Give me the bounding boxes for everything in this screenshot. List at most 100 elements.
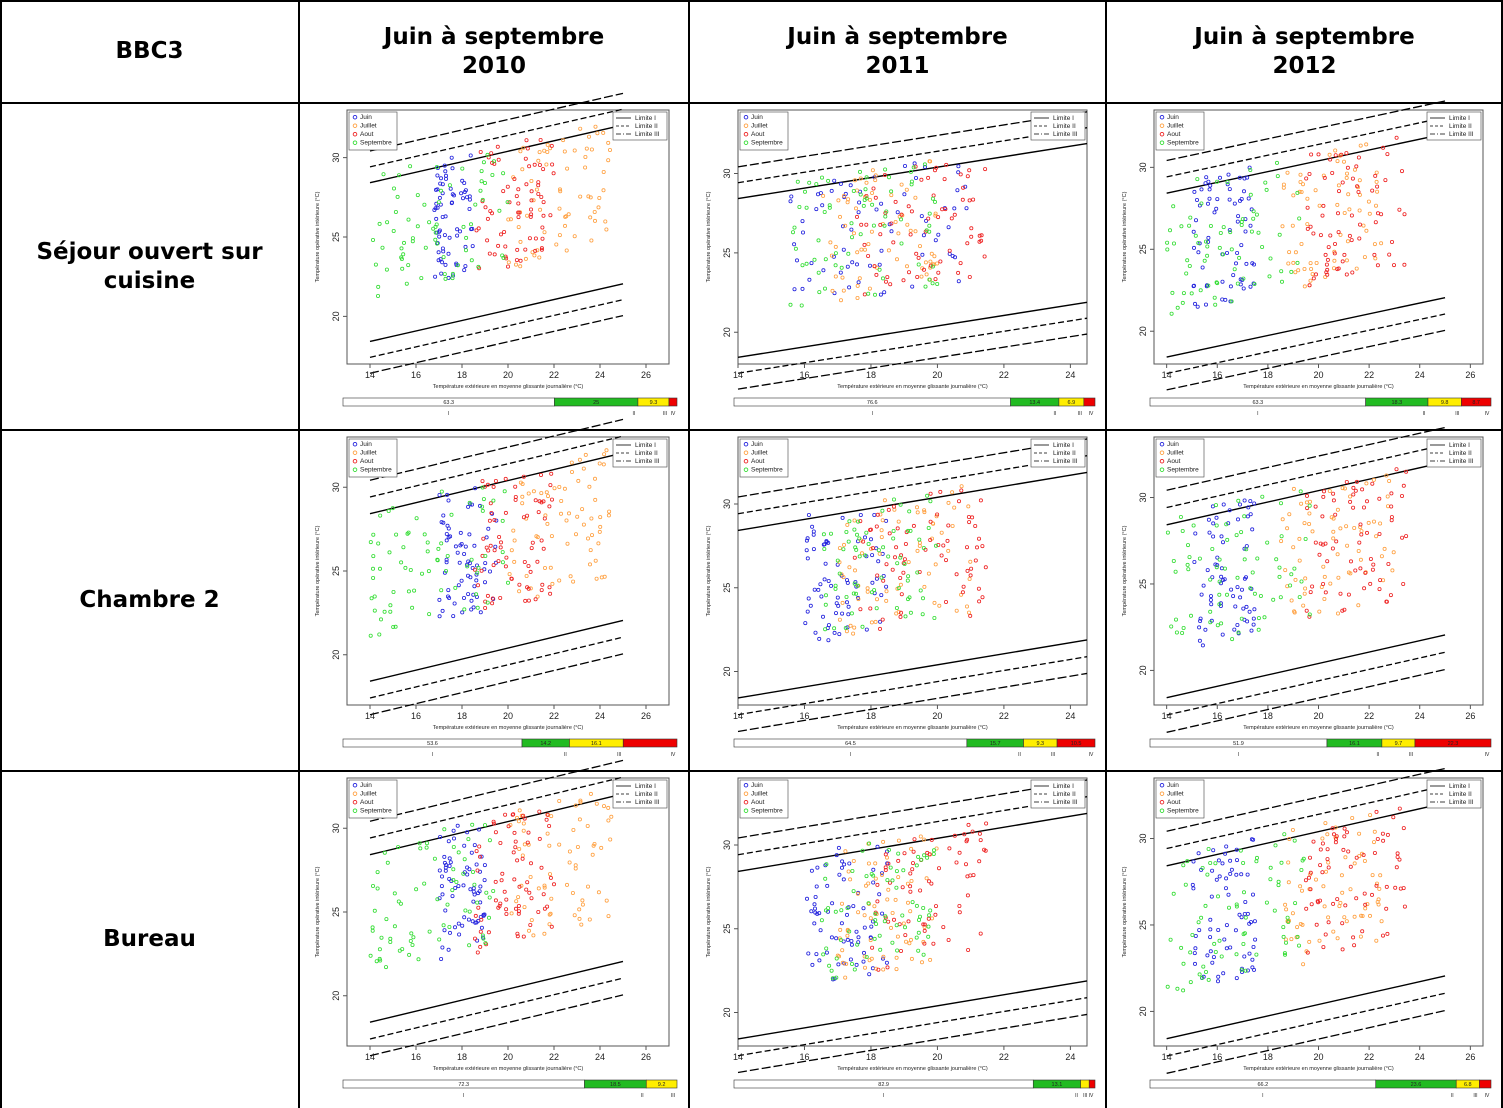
data-point	[1238, 595, 1243, 600]
data-point	[1248, 192, 1253, 197]
data-point	[1283, 568, 1288, 573]
data-point	[1289, 598, 1294, 603]
data-point	[862, 242, 867, 247]
data-point	[855, 891, 860, 896]
data-point	[803, 189, 808, 194]
data-point	[968, 559, 973, 564]
data-point	[824, 862, 829, 867]
data-point	[873, 178, 878, 183]
data-point	[823, 876, 828, 881]
data-point	[840, 275, 845, 280]
data-point	[1322, 175, 1327, 180]
legend-marker	[1159, 450, 1165, 455]
legend-marker	[743, 114, 749, 120]
comfort-limit-line	[369, 299, 624, 358]
data-point	[545, 831, 550, 836]
data-point	[939, 553, 944, 558]
data-point	[944, 162, 949, 167]
data-point	[478, 188, 483, 193]
data-point	[1325, 847, 1330, 852]
comfort-bar-value: 6.9	[1068, 400, 1076, 406]
comfort-bar-segment	[1414, 738, 1492, 748]
data-point	[1298, 884, 1303, 889]
data-point	[862, 954, 867, 959]
data-point	[891, 504, 896, 509]
data-point	[1322, 574, 1327, 579]
data-point	[857, 554, 862, 559]
data-point	[1299, 868, 1304, 873]
data-point	[606, 914, 611, 919]
data-point	[444, 532, 449, 537]
data-point	[492, 161, 497, 166]
data-point	[1307, 511, 1312, 516]
x-tick-label: 16	[1212, 711, 1222, 721]
data-point	[1336, 189, 1341, 194]
data-point	[1339, 873, 1344, 878]
data-point	[455, 263, 460, 268]
data-point	[1254, 212, 1259, 217]
data-point	[1200, 866, 1205, 871]
data-point	[1193, 233, 1198, 238]
data-point	[439, 489, 444, 494]
data-point	[1374, 534, 1379, 539]
data-point	[1317, 609, 1322, 614]
data-point	[1354, 855, 1359, 860]
data-point	[1183, 882, 1188, 887]
data-point	[1214, 280, 1219, 285]
x-tick-label: 18	[457, 1052, 467, 1062]
data-point	[905, 900, 910, 905]
data-point	[562, 223, 567, 228]
data-point	[1251, 616, 1256, 621]
plot-frame	[346, 777, 670, 1047]
data-point	[1328, 581, 1333, 586]
data-point	[1381, 145, 1386, 150]
legend-label: Septembre	[751, 140, 783, 147]
data-point	[855, 283, 860, 288]
data-point	[451, 845, 456, 850]
data-point	[449, 155, 454, 160]
data-point	[898, 217, 903, 222]
legend-label: Limite II	[1053, 123, 1076, 130]
data-point	[1357, 178, 1362, 183]
data-point	[1190, 932, 1195, 937]
data-point	[846, 251, 851, 256]
data-point	[536, 158, 541, 163]
data-point	[868, 606, 873, 611]
data-point	[528, 207, 533, 212]
data-point	[922, 164, 927, 169]
data-point	[892, 555, 897, 560]
data-point	[1338, 526, 1343, 531]
data-point	[371, 575, 376, 580]
data-point	[856, 910, 861, 915]
data-point	[980, 595, 985, 600]
data-point	[840, 859, 845, 864]
data-point	[1371, 519, 1376, 524]
data-point	[450, 271, 455, 276]
data-point	[1342, 834, 1347, 839]
data-point	[483, 605, 488, 610]
comfort-bar-value: 25	[593, 400, 599, 406]
data-point	[1378, 873, 1383, 878]
data-point	[558, 511, 563, 516]
data-point	[478, 944, 483, 949]
legend-label: Aout	[751, 131, 765, 138]
data-point	[376, 541, 381, 546]
data-point	[1260, 494, 1265, 499]
data-point	[518, 258, 523, 263]
legend-label: Juillet	[360, 123, 377, 130]
data-point	[482, 484, 487, 489]
data-point	[433, 230, 438, 235]
data-point	[442, 163, 447, 168]
data-point	[877, 551, 882, 556]
data-point	[488, 209, 493, 214]
data-point	[1309, 902, 1314, 907]
data-point	[933, 912, 938, 917]
data-point	[1365, 902, 1370, 907]
data-point	[1283, 902, 1288, 907]
legend-marker	[1159, 140, 1165, 145]
data-point	[373, 262, 378, 267]
data-point	[1377, 496, 1382, 501]
data-point	[1235, 250, 1240, 255]
